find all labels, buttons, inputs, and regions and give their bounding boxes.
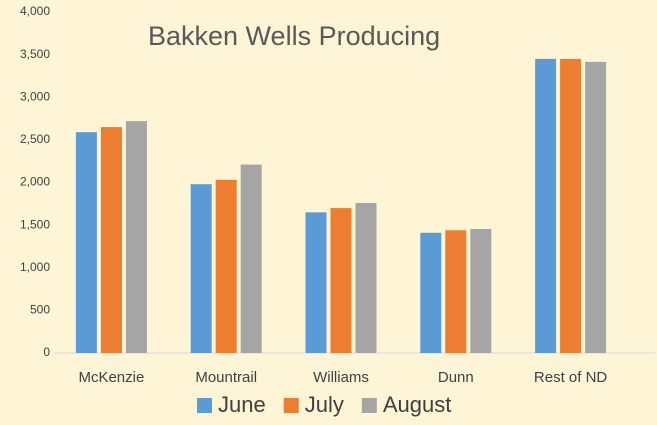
bar bbox=[75, 132, 97, 353]
bar bbox=[240, 164, 262, 353]
bar bbox=[215, 179, 237, 353]
x-tick-label: Williams bbox=[313, 369, 369, 386]
bar bbox=[330, 208, 352, 353]
y-tick-label: 4,000 bbox=[20, 4, 50, 18]
y-tick-label: 3,500 bbox=[20, 47, 50, 61]
bar bbox=[470, 228, 492, 353]
x-tick-label: Dunn bbox=[438, 369, 474, 386]
y-tick-label: 0 bbox=[43, 345, 50, 359]
x-tick-label: McKenzie bbox=[78, 369, 144, 386]
bar bbox=[535, 58, 557, 353]
bar bbox=[125, 121, 147, 354]
bar bbox=[305, 212, 327, 353]
y-tick-label: 2,500 bbox=[20, 132, 50, 146]
chart-title: Bakken Wells Producing bbox=[148, 21, 440, 51]
y-tick-label: 500 bbox=[30, 303, 50, 317]
legend-swatch bbox=[283, 398, 299, 413]
y-tick-label: 1,500 bbox=[20, 217, 50, 231]
bar bbox=[585, 61, 607, 354]
y-tick-label: 2,000 bbox=[20, 175, 50, 189]
bar bbox=[355, 202, 377, 353]
legend-swatch bbox=[197, 398, 212, 413]
y-tick-label: 1,000 bbox=[20, 260, 50, 274]
legend-swatch bbox=[361, 398, 377, 413]
bar bbox=[190, 184, 212, 353]
x-tick-label: Mountrail bbox=[195, 369, 257, 386]
legend-label: July bbox=[305, 392, 344, 417]
bar bbox=[560, 58, 582, 353]
legend-label: August bbox=[383, 392, 452, 417]
bar bbox=[445, 230, 467, 353]
y-tick-label: 3,000 bbox=[20, 89, 50, 103]
bar bbox=[420, 232, 442, 353]
legend-label: June bbox=[218, 392, 266, 417]
x-tick-label: Rest of ND bbox=[534, 369, 608, 386]
bar bbox=[100, 127, 122, 354]
